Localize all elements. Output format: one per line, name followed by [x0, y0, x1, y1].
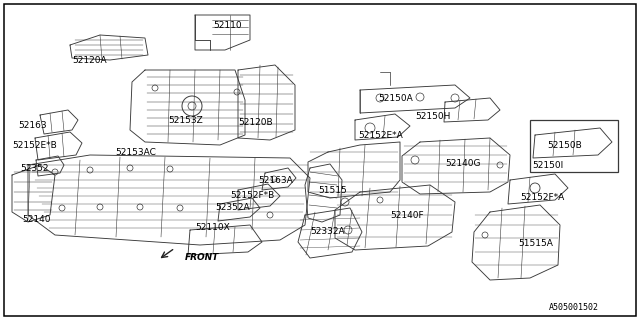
- Text: 52120A: 52120A: [72, 55, 107, 65]
- Text: 52332A: 52332A: [310, 228, 344, 236]
- Text: 52163A: 52163A: [258, 175, 292, 185]
- Text: 52140G: 52140G: [445, 158, 481, 167]
- Text: 52153AC: 52153AC: [115, 148, 156, 156]
- Text: 52152F*B: 52152F*B: [230, 190, 275, 199]
- Text: 51515: 51515: [318, 186, 347, 195]
- Text: 52163: 52163: [18, 121, 47, 130]
- Text: 52110X: 52110X: [195, 222, 230, 231]
- Text: 52150A: 52150A: [378, 93, 413, 102]
- Text: 52352A: 52352A: [215, 204, 250, 212]
- Text: 52150I: 52150I: [532, 161, 563, 170]
- Text: 52152E*A: 52152E*A: [358, 131, 403, 140]
- Text: 52352: 52352: [20, 164, 49, 172]
- Text: A505001502: A505001502: [549, 303, 599, 313]
- Text: 52140F: 52140F: [390, 211, 424, 220]
- Text: 52152E*B: 52152E*B: [12, 140, 57, 149]
- Text: 51515A: 51515A: [518, 239, 553, 249]
- Text: 52153Z: 52153Z: [168, 116, 203, 124]
- Text: 52110: 52110: [213, 20, 242, 29]
- Text: 52140: 52140: [22, 215, 51, 225]
- Text: 52150B: 52150B: [547, 140, 582, 149]
- Text: 52150H: 52150H: [415, 111, 451, 121]
- Text: FRONT: FRONT: [185, 252, 220, 261]
- Text: 52120B: 52120B: [238, 117, 273, 126]
- Text: 52152F*A: 52152F*A: [520, 194, 564, 203]
